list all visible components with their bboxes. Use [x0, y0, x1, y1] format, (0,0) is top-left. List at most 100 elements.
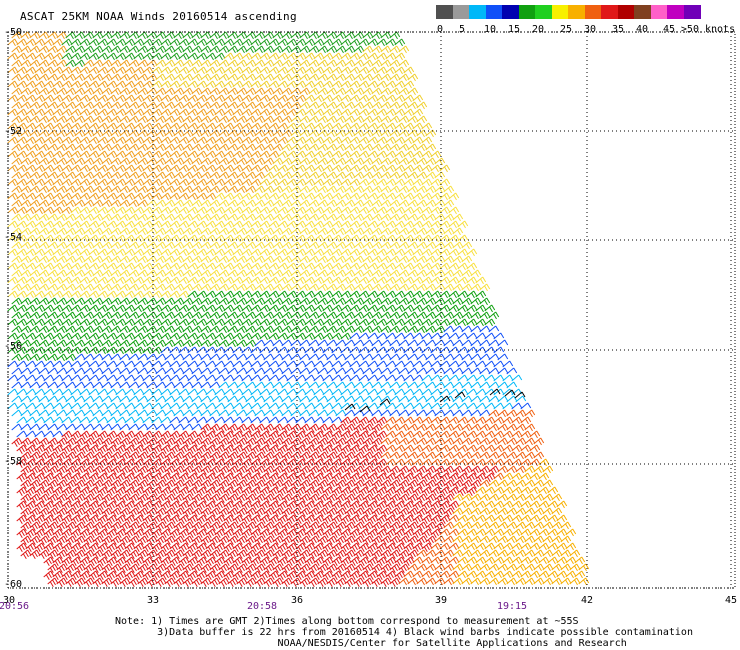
wind-barb	[25, 234, 37, 243]
wind-barb	[322, 80, 334, 89]
wind-barb	[250, 346, 262, 354]
wind-barb	[475, 472, 487, 483]
wind-barb	[187, 52, 199, 61]
wind-barb	[88, 108, 100, 117]
wind-barb	[407, 283, 419, 292]
wind-barb	[218, 395, 230, 403]
wind-barb	[236, 59, 248, 68]
wind-barb	[263, 563, 275, 574]
wind-barb	[164, 101, 176, 110]
wind-barb	[218, 31, 230, 40]
wind-barb	[290, 199, 302, 208]
wind-barb	[173, 493, 185, 504]
wind-barb	[295, 486, 307, 497]
wind-barb	[34, 290, 46, 299]
wind-barb	[223, 38, 235, 47]
wind-barb	[196, 542, 208, 553]
wind-barb	[362, 325, 374, 334]
wind-barb	[277, 570, 289, 581]
wind-barb	[124, 528, 136, 539]
wind-barb	[227, 437, 239, 448]
wind-barb	[88, 374, 100, 382]
wind-barb	[308, 549, 320, 560]
wind-barb	[92, 297, 104, 306]
wind-barb	[34, 500, 46, 511]
wind-barb	[290, 577, 302, 588]
wind-barb	[299, 339, 311, 347]
wind-barb	[533, 577, 545, 586]
wind-barb	[290, 115, 302, 124]
wind-barb	[65, 269, 77, 278]
wind-barb	[79, 360, 91, 368]
wind-barb	[359, 405, 371, 413]
wind-barb	[83, 353, 95, 361]
wind-barb	[434, 255, 446, 264]
wind-barb	[412, 388, 424, 396]
wind-barb	[205, 402, 217, 410]
wind-barb	[209, 59, 221, 68]
wind-barb	[241, 346, 253, 354]
wind-barb	[344, 73, 356, 82]
wind-barb	[281, 577, 293, 588]
wind-barb	[142, 206, 154, 215]
wind-barb	[115, 430, 127, 441]
wind-barb	[124, 346, 136, 355]
wind-barb	[115, 290, 127, 299]
wind-barb	[191, 185, 203, 194]
wind-barb	[335, 409, 347, 417]
wind-barb	[380, 31, 392, 40]
wind-barb	[515, 465, 527, 474]
wind-barb	[295, 192, 307, 201]
wind-barb	[376, 122, 388, 131]
wind-barb	[344, 269, 356, 278]
wind-barb	[178, 374, 190, 382]
wind-barb	[187, 542, 199, 553]
wind-barb	[277, 556, 289, 567]
wind-barb	[457, 304, 469, 313]
wind-barb	[268, 136, 280, 145]
wind-barb	[556, 528, 568, 537]
wind-barb	[475, 528, 487, 537]
wind-barb	[191, 395, 203, 403]
wind-barb	[295, 514, 307, 525]
wind-barb	[182, 367, 194, 375]
wind-barb	[232, 500, 244, 511]
wind-barb	[529, 458, 541, 467]
wind-barb	[461, 311, 473, 320]
wind-barb	[88, 388, 100, 396]
wind-barb	[29, 59, 41, 68]
wind-barb	[263, 199, 275, 208]
wind-barb	[151, 388, 163, 396]
wind-barb	[38, 437, 50, 448]
wind-barb	[173, 115, 185, 124]
wind-barb	[470, 493, 482, 502]
wind-barb	[304, 290, 316, 299]
wind-barb	[92, 493, 104, 504]
wind-barb	[515, 577, 527, 586]
wind-barb	[106, 262, 118, 271]
wind-barb	[313, 276, 325, 285]
wind-barb	[385, 52, 397, 61]
wind-barb	[164, 479, 176, 490]
wind-barb	[83, 157, 95, 166]
wind-barb	[106, 528, 118, 539]
wind-barb	[475, 402, 487, 410]
wind-barb	[421, 458, 433, 467]
wind-barb	[146, 339, 158, 348]
wind-barb	[164, 353, 176, 361]
wind-barb	[250, 248, 262, 257]
wind-barb	[515, 549, 527, 558]
wind-barb	[205, 570, 217, 581]
wind-barb	[83, 283, 95, 292]
wind-barb	[245, 87, 257, 96]
wind-barb	[236, 493, 248, 504]
wind-barb	[448, 192, 460, 201]
time-label-2: 20:58	[246, 601, 278, 612]
wind-barb	[70, 542, 82, 553]
wind-barb	[443, 465, 455, 476]
wind-barb	[272, 255, 284, 264]
wind-barb	[286, 472, 298, 483]
wind-barb	[254, 409, 266, 417]
wind-barb	[263, 521, 275, 532]
wind-barb	[466, 486, 478, 497]
